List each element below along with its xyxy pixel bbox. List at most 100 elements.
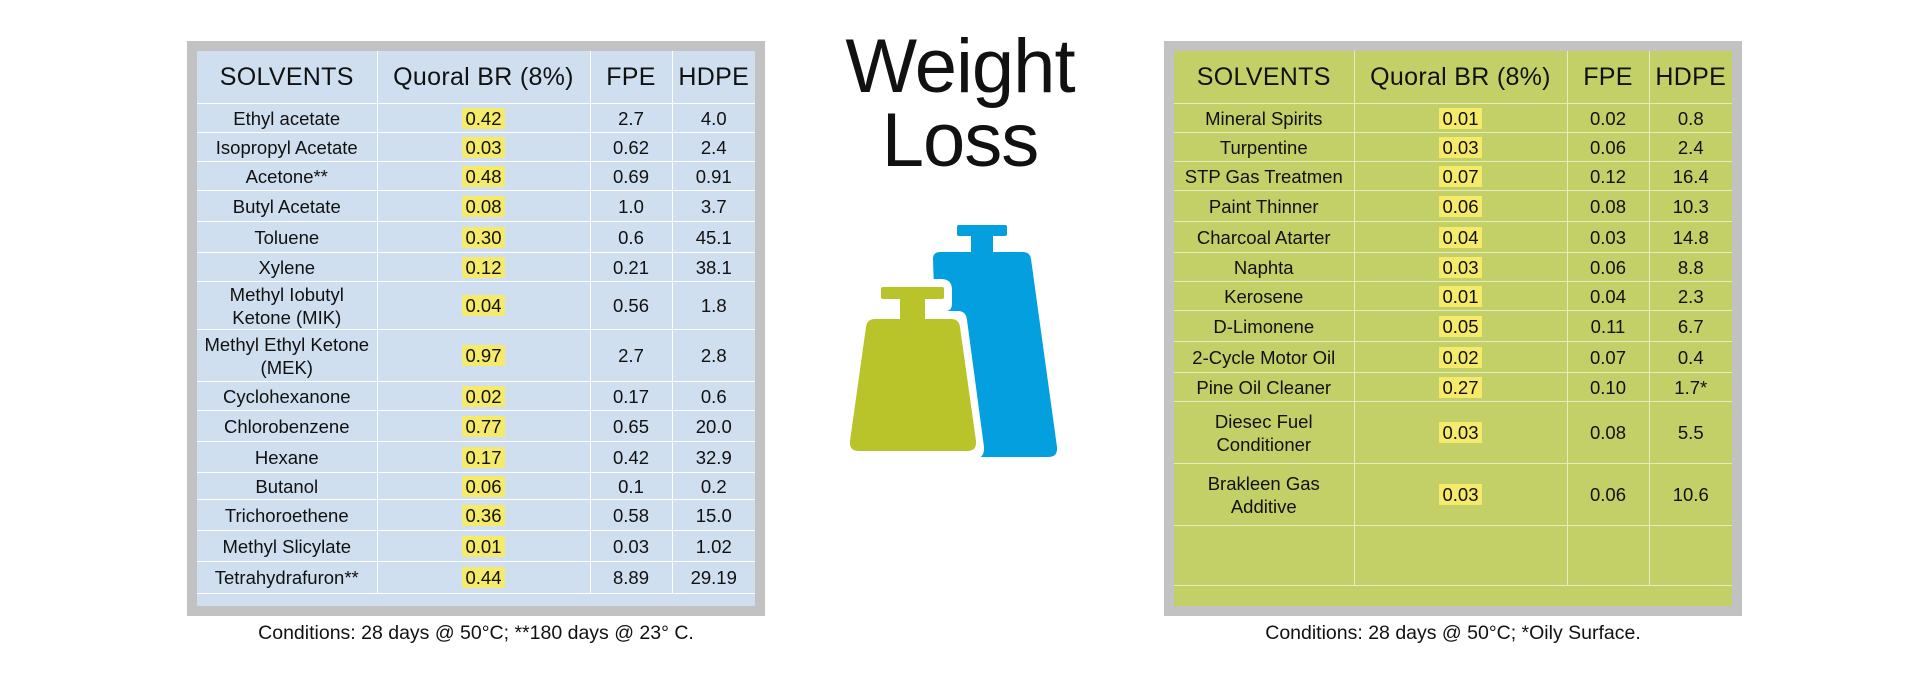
fpe-value-text: 0.08	[1589, 195, 1626, 217]
highlighted-value: 0.05	[1439, 315, 1482, 337]
solvent-name-text: Methyl Ethyl Ketone (MEK)	[204, 333, 370, 378]
fpe-value: 0.65	[590, 410, 673, 442]
left-header-quoral: Quoral BR (8%)	[377, 51, 591, 104]
highlighted-value: 0.03	[1439, 256, 1482, 278]
quoral-value: 0.30	[377, 221, 591, 253]
solvent-name: 2-Cycle Motor Oil	[1174, 341, 1355, 373]
highlighted-value: 0.06	[462, 475, 505, 497]
hdpe-value-text: 10.3	[1672, 195, 1709, 217]
hdpe-value: 20.0	[672, 410, 755, 442]
hdpe-value: 1.02	[672, 530, 755, 562]
hdpe-value-text: 0.2	[700, 475, 727, 497]
solvent-name: Turpentine	[1174, 132, 1355, 162]
table-row: Methyl Ethyl Ketone (MEK) 0.97 2.7 2.8	[197, 329, 755, 382]
fpe-value-text: 0.06	[1589, 484, 1626, 505]
highlighted-value: 0.06	[1439, 195, 1482, 217]
fpe-value: 0.56	[590, 281, 673, 330]
solvent-name: Butanol	[197, 472, 378, 500]
solvent-name: STP Gas Treatmen	[1174, 161, 1355, 191]
highlighted-value: 0.01	[1439, 285, 1482, 307]
solvent-name-text: Tetrahydrafuron**	[214, 567, 359, 588]
table-row: Butyl Acetate 0.08 1.0 3.7	[197, 190, 755, 222]
table-row: Trichoroethene 0.36 0.58 15.0	[197, 499, 755, 531]
table-row: Hexane 0.17 0.42 32.9	[197, 441, 755, 473]
hdpe-value: 3.7	[672, 190, 755, 222]
hdpe-value-text: 14.8	[1672, 226, 1709, 248]
quoral-value: 0.42	[377, 103, 591, 133]
table-row: Isopropyl Acetate 0.03 0.62 2.4	[197, 132, 755, 162]
fpe-value-text: 0.02	[1589, 107, 1626, 129]
table-row: Methyl Iobutyl Ketone (MIK) 0.04 0.56 1.8	[197, 281, 755, 330]
highlighted-value: 0.36	[462, 504, 505, 526]
solvent-name-text: Acetone**	[245, 165, 328, 187]
fpe-value: 0.07	[1567, 341, 1650, 373]
solvent-name: Butyl Acetate	[197, 190, 378, 222]
highlighted-value: 0.48	[462, 165, 505, 187]
empty-cell	[1649, 525, 1732, 586]
hdpe-value: 0.91	[672, 161, 755, 191]
fpe-value-text: 0.03	[612, 535, 649, 557]
quoral-value: 0.77	[377, 410, 591, 442]
fpe-value-text: 8.89	[612, 567, 649, 588]
fpe-value-text: 2.7	[618, 107, 644, 129]
table-row: Mineral Spirits 0.01 0.02 0.8	[1174, 103, 1732, 133]
hdpe-value-text: 3.7	[700, 195, 727, 217]
highlighted-value: 0.77	[462, 415, 505, 437]
fpe-value: 0.06	[1567, 252, 1650, 282]
table-row: Xylene 0.12 0.21 38.1	[197, 252, 755, 282]
hdpe-value: 2.4	[672, 132, 755, 162]
hdpe-value-text: 2.3	[1677, 285, 1704, 307]
quoral-value: 0.03	[377, 132, 591, 162]
hdpe-value-text: 16.4	[1672, 165, 1709, 187]
quoral-value: 0.03	[1354, 463, 1568, 526]
fpe-value: 0.02	[1567, 103, 1650, 133]
empty-filler-row	[1174, 525, 1732, 586]
solvent-name: Paint Thinner	[1174, 190, 1355, 222]
table-row: Turpentine 0.03 0.06 2.4	[1174, 132, 1732, 162]
fpe-value: 0.69	[590, 161, 673, 191]
hdpe-value-text: 20.0	[695, 415, 732, 437]
solvent-name: D-Limonene	[1174, 310, 1355, 342]
fpe-value: 0.11	[1567, 310, 1650, 342]
fpe-value-text: 0.65	[612, 415, 649, 437]
left-header-solvents: SOLVENTS	[197, 51, 378, 104]
hdpe-value-text: 45.1	[695, 226, 732, 248]
solvent-name: Naphta	[1174, 252, 1355, 282]
hdpe-value-text: 1.02	[695, 535, 732, 557]
hdpe-value: 8.8	[1649, 252, 1732, 282]
fpe-value: 0.03	[1567, 221, 1650, 253]
fpe-value: 0.08	[1567, 401, 1650, 464]
left-header-hdpe: HDPE	[672, 51, 755, 104]
hdpe-value: 0.6	[672, 381, 755, 411]
solvent-name-text: Naphta	[1233, 256, 1294, 278]
hdpe-value: 4.0	[672, 103, 755, 133]
highlighted-value: 0.17	[462, 446, 505, 468]
fpe-value-text: 0.6	[618, 226, 644, 248]
hdpe-value-text: 0.8	[1677, 107, 1704, 129]
empty-cell	[1354, 525, 1568, 586]
solvent-name: Charcoal Atarter	[1174, 221, 1355, 253]
quoral-value: 0.05	[1354, 310, 1568, 342]
fpe-value: 0.1	[590, 472, 673, 500]
fpe-value: 0.62	[590, 132, 673, 162]
hdpe-value-text: 0.91	[695, 165, 732, 187]
fpe-value: 0.03	[590, 530, 673, 562]
fpe-value: 0.58	[590, 499, 673, 531]
empty-cell	[1174, 525, 1355, 586]
quoral-value: 0.03	[1354, 252, 1568, 282]
table-row: Diesec Fuel Conditioner 0.03 0.08 5.5	[1174, 401, 1732, 464]
hdpe-value: 14.8	[1649, 221, 1732, 253]
hdpe-value: 10.6	[1649, 463, 1732, 526]
table-row: Pine Oil Cleaner 0.27 0.10 1.7*	[1174, 372, 1732, 402]
right-solvent-table: SOLVENTS Quoral BR (8%) FPE HDPE Mineral…	[1174, 51, 1732, 586]
left-solvent-panel: SOLVENTS Quoral BR (8%) FPE HDPE Ethyl a…	[187, 41, 765, 616]
quoral-value: 0.97	[377, 329, 591, 382]
table-row: Methyl Slicylate 0.01 0.03 1.02	[197, 530, 755, 562]
solvent-name-text: Ethyl acetate	[233, 107, 341, 129]
fpe-value: 0.6	[590, 221, 673, 253]
hdpe-value-text: 6.7	[1677, 315, 1704, 337]
quoral-value: 0.02	[377, 381, 591, 411]
hdpe-value: 2.4	[1649, 132, 1732, 162]
hdpe-value: 0.4	[1649, 341, 1732, 373]
highlighted-value: 0.08	[462, 195, 505, 217]
